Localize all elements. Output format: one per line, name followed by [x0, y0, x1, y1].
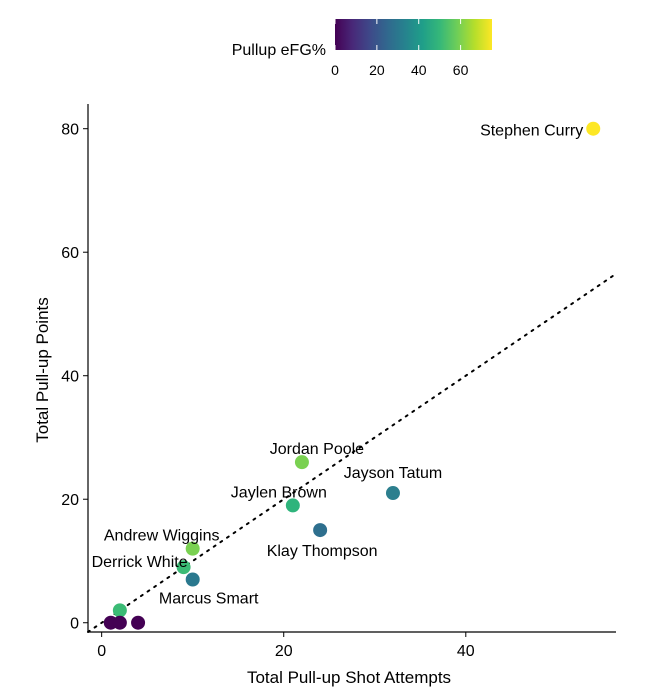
data-point [131, 615, 146, 630]
point-label: Jaylen Brown [231, 484, 327, 501]
legend-ticks: 0 20 40 60 [331, 19, 469, 78]
y-axis-label: Total Pull-up Points [33, 297, 52, 443]
data-point [294, 455, 309, 470]
plot-area: Stephen Curry Jordan Poole Jayson Tatum Jay… [61, 104, 617, 660]
legend-tick-label: 60 [453, 62, 469, 78]
x-tick-label: 0 [97, 643, 106, 660]
data-point [176, 560, 191, 575]
data-point [112, 615, 127, 630]
data-point [185, 541, 200, 556]
y-tick-label: 80 [61, 122, 79, 139]
legend-tick-label: 40 [411, 62, 427, 78]
x-tick-label: 20 [275, 643, 293, 660]
point-label: Stephen Curry [480, 123, 583, 140]
point-label: Klay Thompson [267, 543, 378, 560]
data-point [112, 603, 127, 618]
data-point [385, 486, 400, 501]
color-legend: Pullup eFG% 0 20 40 60 [232, 19, 492, 78]
data-point [313, 523, 328, 538]
legend-tick-label: 20 [369, 62, 385, 78]
y-axis-ticks: 0 20 40 60 80 [61, 122, 88, 633]
y-tick-label: 20 [61, 492, 79, 509]
point-label: Andrew Wiggins [104, 528, 220, 545]
reference-line [87, 272, 617, 633]
y-tick-label: 0 [70, 616, 79, 633]
y-tick-label: 40 [61, 369, 79, 386]
point-label: Jordan Poole [270, 441, 364, 458]
point-label: Jayson Tatum [344, 465, 442, 482]
data-point [285, 498, 300, 513]
legend-title: Pullup eFG% [232, 42, 326, 59]
y-tick-label: 60 [61, 245, 79, 262]
point-label: Marcus Smart [159, 591, 259, 608]
labels-layer: Stephen Curry Jordan Poole Jayson Tatum Jay… [92, 123, 584, 608]
points-layer [103, 121, 601, 630]
point-label: Derrick White [92, 554, 188, 571]
data-point [586, 121, 601, 136]
data-point [185, 572, 200, 587]
legend-tick-label: 0 [331, 62, 339, 78]
x-axis-ticks: 0 20 40 [97, 632, 475, 660]
x-tick-label: 40 [457, 643, 475, 660]
legend-colorbar [335, 19, 492, 50]
x-axis-label: Total Pull-up Shot Attempts [247, 668, 451, 687]
